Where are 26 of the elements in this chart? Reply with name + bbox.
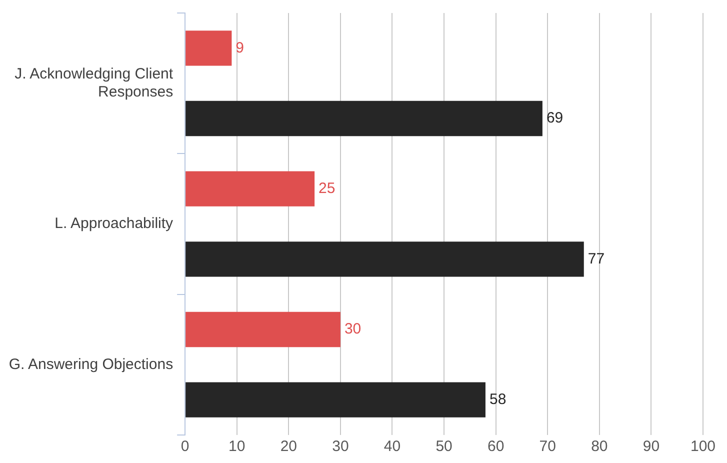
bar [186, 100, 542, 136]
x-tick-label: 0 [180, 438, 190, 456]
x-tick-label: 40 [384, 438, 401, 456]
data-label: 58 [489, 390, 506, 408]
x-tick-label: 100 [690, 438, 716, 456]
x-tick-label: 90 [642, 438, 660, 456]
y-tick-label: G. Answering Objections [8, 356, 174, 373]
y-tick-label: J. Acknowledging Client Responses [14, 65, 174, 100]
data-label: 77 [588, 250, 605, 268]
bar [186, 30, 232, 66]
x-tick-label: 10 [228, 438, 246, 456]
x-tick-label: 20 [280, 438, 297, 456]
data-label: 9 [236, 39, 244, 56]
data-label: 25 [318, 180, 336, 197]
bar [186, 312, 340, 348]
bar [186, 242, 584, 277]
x-tick-label: 50 [436, 438, 452, 456]
bar [186, 382, 486, 418]
bar [186, 171, 315, 206]
data-label: 69 [546, 110, 564, 127]
x-tick-label: 60 [487, 438, 504, 456]
x-tick-label: 70 [539, 438, 556, 456]
x-tick-label: 30 [332, 438, 349, 456]
data-label: 30 [344, 320, 362, 338]
y-tick-label: L. Approachability [54, 215, 174, 232]
x-tick-label: 80 [591, 438, 608, 456]
